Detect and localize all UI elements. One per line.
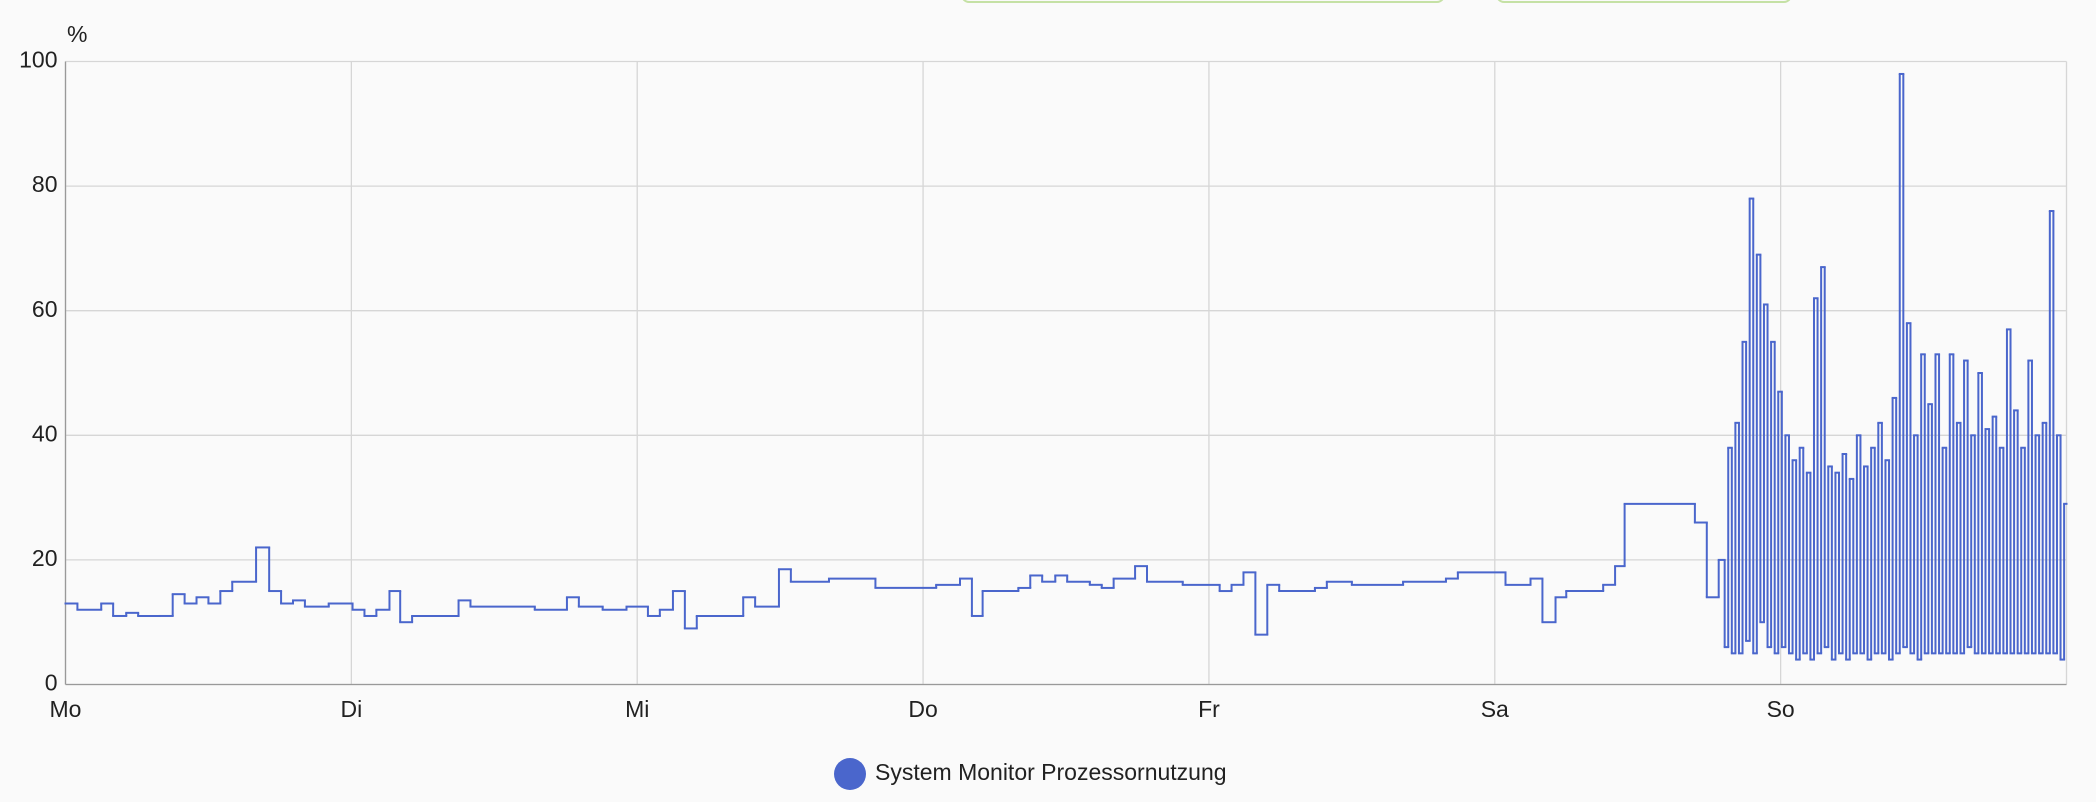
x-tick-label: Do (908, 696, 937, 722)
y-tick-label: 40 (32, 420, 58, 446)
x-tick-label: Fr (1198, 696, 1220, 722)
y-tick-label: 100 (19, 47, 57, 73)
x-tick-label: Mi (625, 696, 649, 722)
y-tick-label: 60 (32, 296, 58, 322)
top-pill (962, 0, 1444, 3)
grid (64, 60, 2068, 686)
legend-label[interactable]: System Monitor Prozessornutzung (875, 759, 1227, 785)
x-tick-label: Di (340, 696, 362, 722)
top-pill (1497, 0, 1791, 3)
y-tick-label: 0 (45, 670, 58, 696)
x-tick-label: Sa (1481, 696, 1509, 722)
x-tick-label: So (1767, 696, 1795, 722)
y-tick-label: 20 (32, 545, 58, 571)
y-axis-label: % (67, 21, 87, 47)
plot (64, 72, 2068, 661)
y-tick-label: 80 (32, 171, 58, 197)
legend-swatch (834, 758, 866, 790)
x-tick-label: Mo (50, 696, 82, 722)
